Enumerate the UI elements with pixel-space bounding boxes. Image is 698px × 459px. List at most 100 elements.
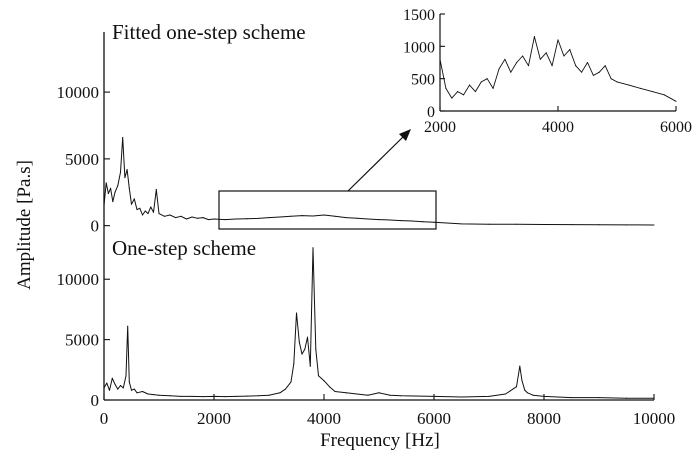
- top-data-point: [144, 210, 146, 212]
- inset-data-point: [533, 36, 535, 38]
- inset-data-point: [563, 55, 565, 57]
- bottom-data-point: [257, 395, 259, 397]
- inset-data-point: [581, 71, 583, 73]
- top-data-point: [460, 223, 463, 225]
- bottom-data-point: [224, 396, 226, 398]
- bottom-data-point: [389, 394, 391, 396]
- inset-data-point: [616, 81, 618, 83]
- top-data-point: [191, 216, 193, 218]
- inset-data-point: [498, 68, 500, 70]
- inset-data-point: [610, 78, 612, 80]
- top-data-point: [323, 214, 325, 216]
- inset-data-point: [445, 87, 447, 89]
- inset-data-point: [451, 97, 453, 99]
- bottom-panel-title: One-step scheme: [112, 236, 256, 260]
- bottom-data-point: [317, 375, 320, 377]
- top-data-point: [128, 187, 130, 189]
- bottom-x-tick-label: 0: [100, 409, 109, 428]
- bottom-data-point: [570, 397, 573, 399]
- top-data-point: [543, 223, 545, 226]
- top-data-point: [103, 205, 105, 207]
- inset-data-point: [586, 61, 589, 64]
- inset-data-point: [551, 65, 553, 67]
- bottom-data-point: [524, 389, 526, 391]
- inset-y-tick-label: 500: [411, 72, 435, 89]
- bottom-data-point: [246, 395, 248, 397]
- top-data-point: [400, 220, 402, 222]
- bottom-data-point: [202, 396, 204, 398]
- top-data-point: [345, 217, 347, 219]
- bottom-data-point: [268, 394, 270, 396]
- bottom-data-point: [345, 392, 347, 394]
- inset-data-point: [539, 58, 541, 60]
- top-data-point: [152, 211, 155, 213]
- top-data-point: [653, 224, 655, 226]
- top-data-point: [433, 221, 435, 223]
- bottom-data-point: [328, 386, 331, 388]
- top-series-line-0: [103, 137, 655, 226]
- top-data-point: [202, 217, 204, 219]
- bottom-data-point: [378, 392, 380, 394]
- top-panel-title: Fitted one-step scheme: [112, 20, 306, 44]
- top-data-point: [117, 185, 119, 187]
- bottom-data-point: [653, 397, 655, 399]
- top-data-point: [147, 213, 149, 215]
- top-data-point: [224, 219, 226, 221]
- bottom-data-point: [152, 394, 155, 396]
- top-data-point: [196, 217, 199, 219]
- bottom-data-point: [543, 395, 545, 397]
- bottom-data-point: [180, 395, 182, 397]
- top-y-tick-label: 0: [91, 217, 100, 236]
- top-data-point: [180, 215, 182, 217]
- bottom-data-point: [290, 381, 292, 383]
- bottom-data-point: [293, 363, 295, 365]
- top-data-point: [155, 189, 157, 191]
- bottom-data-point: [235, 395, 237, 397]
- bottom-data-point: [504, 393, 507, 395]
- bottom-data-point: [298, 341, 300, 343]
- inset-data-point: [504, 58, 506, 60]
- top-data-point: [112, 201, 114, 203]
- top-data-point: [367, 218, 369, 220]
- inset-data-point: [492, 87, 494, 89]
- bottom-data-point: [158, 394, 160, 396]
- top-data-point: [515, 223, 518, 225]
- bottom-data-point: [521, 380, 523, 382]
- bottom-series-line-0: [103, 247, 654, 399]
- inset-x-tick-label: 6000: [660, 119, 692, 136]
- top-data-point: [141, 214, 144, 216]
- top-data-point: [124, 177, 126, 179]
- top-data-point: [356, 217, 358, 219]
- top-data-point: [279, 216, 281, 218]
- top-data-point: [268, 217, 270, 219]
- bottom-data-point: [598, 397, 600, 399]
- inset-data-point: [474, 91, 476, 93]
- bottom-data-point: [460, 396, 463, 398]
- bottom-data-point: [323, 380, 325, 382]
- bottom-data-point: [279, 392, 281, 394]
- bottom-y-tick-label: 10000: [57, 270, 100, 289]
- inset-data-point: [527, 65, 530, 67]
- top-y-tick-label: 10000: [57, 83, 100, 102]
- bottom-data-point: [213, 395, 215, 397]
- top-data-point: [169, 214, 171, 216]
- inset-data-point: [439, 58, 441, 60]
- zoom-arrow-head: [399, 129, 411, 141]
- bottom-data-point: [103, 387, 105, 389]
- inset-data-point: [569, 49, 571, 51]
- top-data-point: [119, 171, 122, 173]
- bottom-data-point: [114, 383, 116, 385]
- bottom-data-point: [306, 336, 309, 338]
- top-data-point: [235, 218, 237, 220]
- bottom-data-point: [117, 388, 119, 390]
- bottom-data-point: [130, 389, 133, 391]
- inset-data-point: [575, 65, 577, 67]
- top-data-point: [163, 215, 166, 217]
- top-data-point: [334, 215, 336, 217]
- inset-data-point: [640, 87, 642, 89]
- top-data-point: [570, 224, 573, 226]
- inset-data-point: [557, 39, 559, 41]
- inset-data-point: [598, 71, 600, 73]
- inset-x-tick-label: 4000: [542, 119, 574, 136]
- bottom-data-point: [304, 348, 306, 350]
